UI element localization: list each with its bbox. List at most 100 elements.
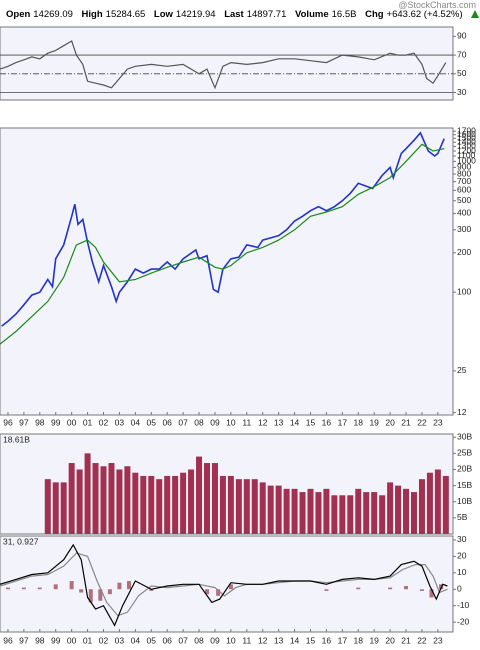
y-tick-label: 90 (457, 31, 467, 41)
x-tick-label: 19 (369, 635, 379, 645)
volume-bar (410, 492, 417, 534)
x-tick-label: 22 (417, 417, 427, 427)
x-tick-label: 18 (354, 417, 364, 427)
volume-bar (188, 469, 195, 534)
volume-bar (307, 488, 314, 534)
y-tick-label: 12 (457, 407, 467, 417)
panel (0, 131, 445, 345)
volume-bar (395, 485, 402, 534)
x-tick-label: 10 (226, 635, 236, 645)
histogram-bar (37, 587, 42, 590)
x-tick-label: 20 (385, 635, 395, 645)
x-tick-label: 16 (322, 417, 332, 427)
y-tick-label: 25 (457, 365, 467, 375)
x-tick-label: 13 (274, 417, 284, 427)
quote-value: 14269.09 (33, 9, 73, 20)
up-arrow (471, 10, 480, 19)
panel (0, 543, 448, 627)
series-line (0, 552, 448, 617)
volume-bar (403, 488, 410, 534)
x-tick-label: 08 (194, 635, 204, 645)
quote-value: 14897.71 (246, 9, 287, 20)
volume-bar (243, 479, 250, 534)
y-tick-label: 10B (457, 496, 472, 506)
volume-bar (116, 469, 123, 534)
quote-value: +643.62 (+4.52%) (386, 9, 463, 20)
volume-bar (371, 492, 378, 534)
volume-bar (84, 453, 91, 534)
x-tick-label: 23 (433, 635, 443, 645)
volume-bar (44, 479, 51, 534)
volume-bar (267, 485, 274, 534)
panel (0, 40, 453, 93)
x-tick-label: 21 (401, 635, 411, 645)
histogram-bar (53, 584, 58, 590)
volume-bar (156, 479, 163, 534)
volume-bar (355, 488, 362, 534)
y-tick-label: 700 (457, 176, 471, 186)
x-tick-label: 12 (258, 635, 268, 645)
y-tick-label: 800 (457, 168, 471, 178)
volume-bar (76, 469, 83, 534)
histogram-bar (79, 589, 84, 593)
volume-bar (363, 492, 370, 534)
panel-background (0, 433, 454, 535)
x-tick-label: 01 (83, 635, 93, 645)
y-tick-label: 20B (457, 464, 472, 474)
y-tick-label: 500 (457, 195, 471, 205)
histogram-bar (419, 589, 424, 591)
volume-bar (211, 463, 218, 534)
y-tick-label: 0 (457, 584, 462, 594)
x-tick-label: 98 (35, 417, 45, 427)
panel-label: 18.61B (3, 434, 30, 444)
y-tick-label: 1500 (457, 133, 476, 143)
y-tick-label: 200 (457, 247, 471, 257)
x-tick-label: 00 (67, 417, 77, 427)
quote-label: High (81, 9, 103, 20)
x-tick-label: 10 (226, 417, 236, 427)
volume-bar (227, 475, 234, 534)
histogram-bar (356, 587, 361, 590)
x-tick-label: 07 (178, 417, 188, 427)
x-tick-label: 21 (401, 417, 411, 427)
x-tick-label: 22 (417, 635, 427, 645)
y-tick-label: 600 (457, 185, 471, 195)
x-tick-label: 04 (131, 417, 141, 427)
volume-bar (275, 485, 282, 534)
volume-bar (124, 466, 131, 534)
histogram-bar (117, 582, 122, 590)
histogram-bar (404, 585, 409, 590)
volume-bar (235, 479, 242, 534)
y-tick-label: 100 (457, 286, 471, 296)
volume-bar (283, 488, 290, 534)
y-tick-label: 50 (457, 68, 467, 78)
y-tick-label: -20 (457, 616, 470, 626)
volume-bar (387, 482, 394, 534)
volume-bar (442, 475, 449, 534)
volume-bar (180, 472, 187, 534)
x-tick-label: 98 (35, 635, 45, 645)
x-tick-label: 13 (274, 635, 284, 645)
histogram-bar (216, 589, 221, 596)
y-tick-label: 1200 (457, 145, 476, 155)
x-tick-label: 23 (433, 417, 443, 427)
volume-bar (68, 463, 75, 534)
y-tick-label: 30 (457, 87, 467, 97)
x-tick-label: 96 (3, 635, 13, 645)
volume-bar (100, 466, 107, 534)
histogram-bar (149, 589, 154, 591)
x-tick-label: 01 (83, 417, 93, 427)
watermark: @StockCharts.com (398, 0, 476, 10)
x-tick-label: 11 (242, 635, 251, 645)
volume-bar (148, 475, 155, 534)
histogram-bar (69, 581, 74, 590)
panel-background (0, 26, 454, 101)
x-tick-label: 97 (19, 417, 29, 427)
histogram-bar (107, 589, 112, 595)
x-tick-label: 00 (67, 635, 77, 645)
x-tick-label: 20 (385, 417, 395, 427)
volume-bar (426, 472, 433, 534)
volume-bar (172, 475, 179, 534)
histogram-bar (228, 584, 233, 590)
